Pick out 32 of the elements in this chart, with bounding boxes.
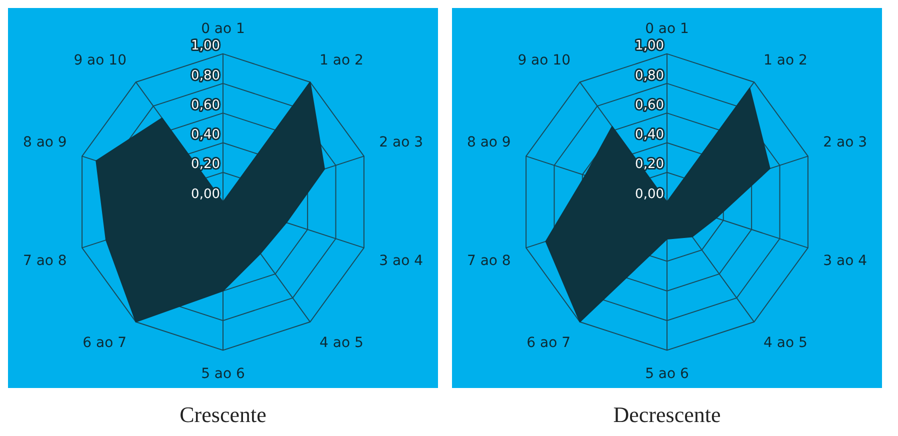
y-tick-label: 0,40 <box>635 128 664 143</box>
spoke-label: 8 ao 9 <box>22 134 67 150</box>
spoke-label: 3 ao 4 <box>823 252 868 269</box>
y-tick-label: 0,80 <box>191 68 220 84</box>
y-tick-label: 0,40 <box>191 128 220 143</box>
y-tick-label: 0,80 <box>635 68 664 84</box>
spoke-label: 5 ao 6 <box>645 366 690 382</box>
text: Decrescente <box>612 402 722 428</box>
y-tick-label: 0,60 <box>191 98 220 113</box>
spoke-label: 3 ao 4 <box>379 252 424 269</box>
spoke-label: 7 ao 8 <box>466 252 511 269</box>
spoke-label: 9 ao 10 <box>74 52 126 68</box>
spoke-label: 8 ao 9 <box>466 134 511 150</box>
spoke-label: 7 ao 8 <box>22 252 67 269</box>
spoke-label: 0 ao 1 <box>201 21 245 38</box>
text: Crescente <box>178 402 268 428</box>
spoke-label: 4 ao 5 <box>764 334 808 351</box>
spoke-label: 1 ao 2 <box>764 52 808 68</box>
spoke-label: 2 ao 3 <box>823 134 868 150</box>
y-tick-label: 0,00 <box>635 186 664 202</box>
y-tick-label: 0,00 <box>191 186 220 202</box>
spoke-label: 6 ao 7 <box>82 334 126 351</box>
spoke-label: 0 ao 1 <box>645 21 689 38</box>
spoke-label: 6 ao 7 <box>526 334 570 351</box>
spoke-label: 2 ao 3 <box>379 134 424 150</box>
y-tick-label: 0,60 <box>635 98 664 113</box>
spoke-label: 1 ao 2 <box>320 52 364 68</box>
y-tick-label: 1,00 <box>635 38 664 54</box>
spoke-label: 5 ao 6 <box>201 366 246 382</box>
spoke-label: 9 ao 10 <box>518 52 570 68</box>
y-tick-label: 1,00 <box>191 38 220 54</box>
spoke-label: 4 ao 5 <box>320 334 364 351</box>
